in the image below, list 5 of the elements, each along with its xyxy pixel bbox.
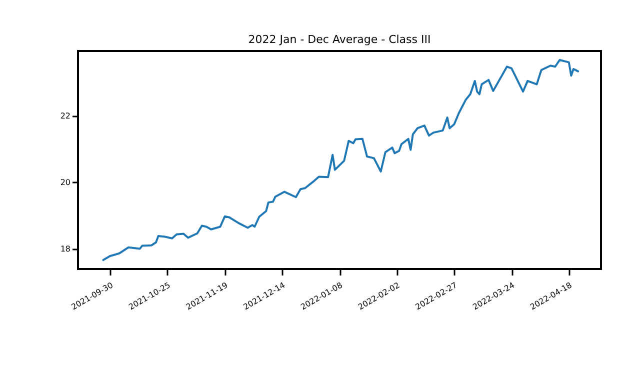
chart-title: 2022 Jan - Dec Average - Class III xyxy=(248,33,431,46)
y-tick-label: 22 xyxy=(60,111,70,120)
y-tick-label: 20 xyxy=(60,178,70,187)
y-tick-label: 18 xyxy=(60,244,70,254)
line-series xyxy=(102,58,580,262)
